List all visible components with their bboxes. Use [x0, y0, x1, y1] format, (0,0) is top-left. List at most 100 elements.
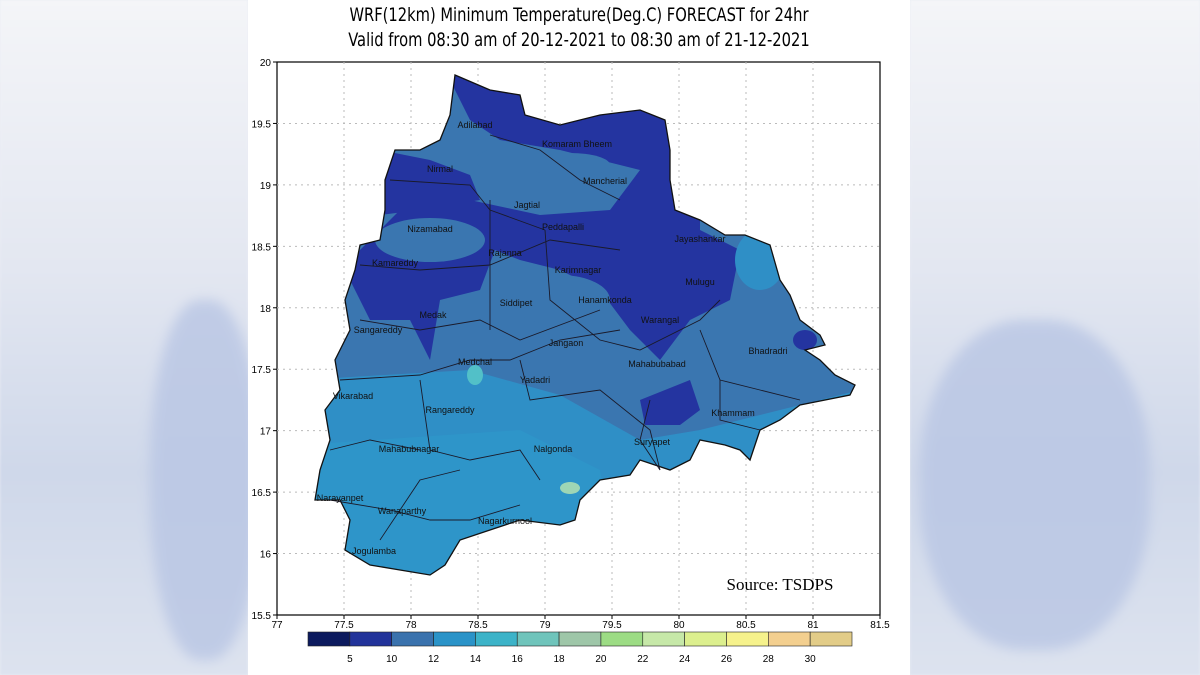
- blurred-background-right: [910, 0, 1200, 675]
- y-tick-label: 18: [260, 304, 272, 315]
- blurred-background-left: [0, 0, 260, 675]
- colorbar-swatch: [516, 631, 560, 647]
- colorbar-label: 26: [721, 654, 733, 665]
- forecast-map-panel: WRF(12km) Minimum Temperature(Deg.C) FOR…: [248, 0, 910, 675]
- colorbar-label: 16: [512, 654, 524, 665]
- colorbar-label: 20: [595, 654, 607, 665]
- district-label: Jangaon: [549, 338, 584, 348]
- district-boundary: [359, 309, 601, 341]
- district-label: Mancherial: [583, 176, 627, 186]
- colorbar-swatch: [768, 631, 811, 647]
- district-label: Medchal: [458, 357, 492, 367]
- zone-12-14-siddipet: [510, 275, 610, 325]
- zone-18-20-nalgonda: [560, 482, 580, 494]
- zone-10-12-khammam: [640, 380, 700, 425]
- zone-16-18-hyderabad: [467, 365, 483, 385]
- district-boundary: [339, 329, 621, 381]
- district-boundary: [699, 329, 761, 431]
- map-subtitle: Valid from 08:30 am of 20-12-2021 to 08:…: [348, 29, 810, 51]
- x-tick-label: 78: [405, 620, 417, 631]
- district-boundary: [489, 134, 621, 201]
- district-label: Siddipet: [500, 298, 533, 308]
- colorbar-swatch: [475, 631, 518, 647]
- y-tick-label: 19.5: [252, 119, 272, 130]
- district-label: Nalgonda: [534, 444, 573, 454]
- x-tick-label: 78.5: [468, 620, 488, 631]
- district-label: Yadadri: [520, 375, 550, 385]
- y-tick-label: 16: [260, 550, 272, 561]
- x-tick-label: 79.5: [602, 620, 622, 631]
- colorbar-swatch: [684, 631, 727, 647]
- y-tick-label: 15.5: [252, 611, 272, 622]
- district-label: Jayashankar: [674, 234, 725, 244]
- state-outline: [314, 74, 856, 576]
- district-label: Peddapalli: [542, 222, 584, 232]
- district-boundary: [639, 399, 661, 471]
- district-label: Nizamabad: [407, 224, 453, 234]
- colorbar-swatch: [349, 631, 392, 647]
- district-label: Karimnagar: [555, 265, 602, 275]
- colorbar-label: 5: [347, 654, 353, 665]
- district-label: Wanaparthy: [378, 506, 427, 516]
- district-label: Rangareddy: [425, 405, 475, 415]
- x-tick-label: 81.5: [870, 620, 890, 631]
- y-tick-label: 16.5: [252, 488, 272, 499]
- source-label: Source: TSDPS: [727, 575, 834, 594]
- colorbar-swatch: [726, 631, 769, 647]
- colorbar-label: 30: [805, 654, 817, 665]
- colorbar-swatch: [809, 631, 853, 647]
- district-label: Mahabubnagar: [379, 444, 440, 454]
- district-boundary: [329, 499, 521, 521]
- y-tick-label: 19: [260, 181, 272, 192]
- x-tick-label: 81: [807, 620, 819, 631]
- x-tick-label: 77.5: [334, 620, 354, 631]
- district-label: Jagtial: [514, 200, 540, 210]
- colorbar-label: 10: [386, 654, 398, 665]
- district-label: Rajanna: [488, 248, 522, 258]
- district-label: Jogulamba: [352, 546, 396, 556]
- colorbar-label: 22: [637, 654, 649, 665]
- district-label: Narayanpet: [317, 493, 364, 503]
- y-tick-label: 18.5: [252, 242, 272, 253]
- district-boundary: [419, 379, 541, 481]
- district-boundary: [719, 379, 801, 401]
- district-label: Nagarkurnool: [478, 516, 532, 526]
- district-label: Vikarabad: [333, 391, 373, 401]
- y-tick-label: 20: [260, 58, 272, 69]
- temperature-map: 77 77.5 78 78.5 79 79.5 80 80.5 81 81.5 20 19.5 19 18…: [252, 58, 891, 665]
- x-tick-label: 77: [271, 620, 283, 631]
- x-tick-label: 79: [539, 620, 551, 631]
- district-boundary: [544, 229, 721, 351]
- map-title: WRF(12km) Minimum Temperature(Deg.C) FOR…: [349, 4, 809, 26]
- x-tick-label: 80: [673, 620, 685, 631]
- x-tick-label: 80.5: [736, 620, 756, 631]
- district-label: Suryapet: [634, 437, 671, 447]
- zone-12-14-mancherial: [530, 153, 610, 177]
- colorbar-label: 24: [679, 654, 691, 665]
- district-label: Sangareddy: [354, 325, 403, 335]
- colorbar-label: 12: [428, 654, 440, 665]
- zone-12-14-nizamabad: [375, 218, 485, 262]
- district-boundary: [519, 359, 661, 471]
- y-tick-label: 17: [260, 427, 272, 438]
- district-label: Komaram Bheem: [542, 139, 612, 149]
- colorbar-swatch: [307, 631, 351, 647]
- district-label: Mahabubabad: [628, 359, 686, 369]
- district-label: Bhadradri: [748, 346, 787, 356]
- district-boundary: [379, 469, 461, 541]
- colorbar-swatch: [558, 631, 602, 647]
- district-label: Warangal: [641, 315, 679, 325]
- colorbar-label: 28: [763, 654, 775, 665]
- colorbar-label: 18: [554, 654, 566, 665]
- zone-10-12-north: [350, 75, 740, 360]
- zone-10-12-bhadradri: [793, 330, 817, 350]
- district-label: Mulugu: [685, 277, 715, 287]
- district-label: Nirmal: [427, 164, 453, 174]
- colorbar-swatch: [600, 631, 644, 647]
- district-label: Kamareddy: [372, 258, 419, 268]
- colorbar-swatch: [433, 631, 476, 647]
- district-label: Medak: [419, 310, 447, 320]
- colorbar-label: 14: [470, 654, 482, 665]
- colorbar-swatch: [642, 631, 685, 647]
- district-label: Khammam: [711, 408, 755, 418]
